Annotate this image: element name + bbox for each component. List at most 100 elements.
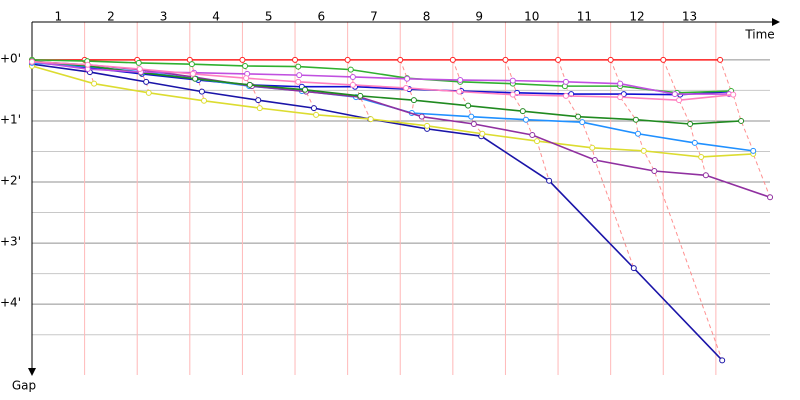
y-tick-label: +3' [0,235,21,249]
point [546,177,553,184]
point [198,88,205,95]
series-line [31,65,754,158]
point [91,80,98,87]
lap-label: 7 [370,10,378,24]
point [456,88,463,95]
point [449,56,456,63]
point [651,168,658,175]
lap-label: 2 [107,10,115,24]
point [404,75,411,82]
point [702,172,709,179]
point [562,92,569,99]
point [256,105,263,112]
point [591,157,598,164]
y-tick-label: +2' [0,174,21,188]
y-tick-label: +4' [0,296,21,310]
lap-connector [719,59,771,198]
point [617,80,624,87]
point [730,91,737,98]
point [84,61,91,68]
lap-connector [610,59,723,361]
series-line [31,60,771,199]
point [145,89,152,96]
lap-label: 1 [54,10,62,24]
point [589,144,596,151]
series-line [31,60,734,101]
series-line [31,60,730,95]
point [201,97,208,104]
point [671,91,678,98]
point [767,194,774,201]
point [635,130,642,137]
y-tick-label: +1' [0,112,21,126]
point [534,138,541,145]
point [310,105,317,112]
lap-connector [557,59,635,269]
point [192,75,199,82]
y-axis-arrow [28,368,36,376]
point [465,102,472,109]
point [579,119,586,126]
point [347,66,354,73]
point [562,78,569,85]
point [607,56,614,63]
point [242,62,249,69]
series-line [31,60,742,125]
point [418,113,425,120]
y-tick-label: +0' [0,51,21,65]
point [410,97,417,104]
point [617,94,624,101]
lap-label: 11 [577,10,592,24]
series-line [31,63,723,361]
point [457,77,464,84]
point [479,130,486,137]
x-axis-label: Time [744,28,774,42]
point [660,56,667,63]
point [135,59,142,66]
point [143,78,150,85]
point [676,97,683,104]
point [529,131,536,138]
lap-label: 10 [524,10,539,24]
lap-label: 3 [160,10,168,24]
point [246,81,253,88]
y-axis-label: Gap [12,379,36,393]
point [295,78,302,85]
point [397,56,404,63]
point [470,120,477,127]
point [239,56,246,63]
lap-label: 12 [629,10,644,24]
lap-connector [347,59,371,120]
point [691,139,698,146]
x-axis-arrow [772,18,780,26]
lap-connector [399,59,428,129]
point [468,113,475,120]
point [349,73,356,80]
point [313,111,320,118]
point [719,357,726,364]
point [687,120,694,127]
point [292,56,299,63]
point [295,63,302,70]
point [243,75,250,82]
lap-connector [189,59,205,101]
point [424,122,431,129]
point [349,81,356,88]
point [255,97,262,104]
point [29,58,35,65]
series-line [31,59,732,94]
point [344,56,351,63]
point [717,56,724,63]
series-line [31,60,732,96]
point [698,153,705,160]
point [188,61,195,68]
point [509,77,516,84]
point [630,265,637,272]
point [509,91,516,98]
point [367,116,374,123]
point [403,84,410,91]
lap-label: 13 [682,10,697,24]
point [575,113,582,120]
point [189,70,196,77]
